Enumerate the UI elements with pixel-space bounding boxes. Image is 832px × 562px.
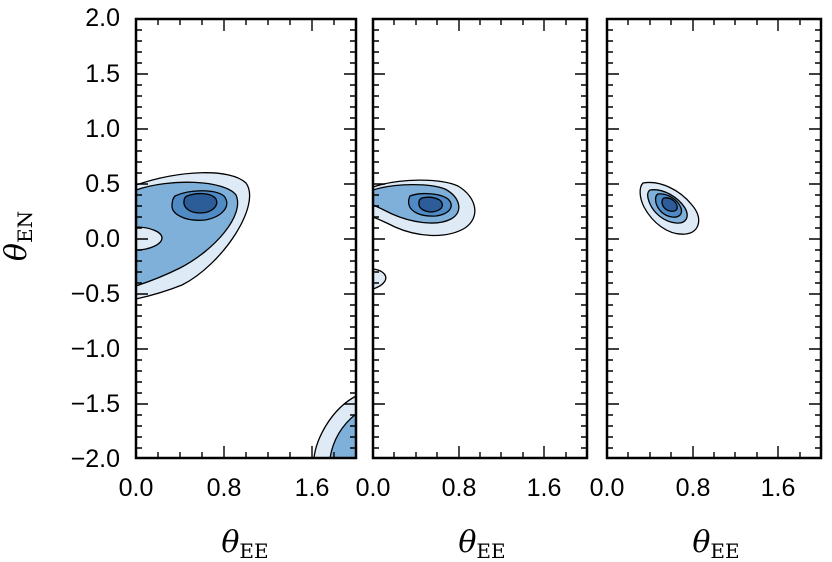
y-tick-label: 1.0 (85, 115, 120, 143)
y-axis-label-symbol: θ (0, 243, 34, 261)
x-tick-label: 0.8 (207, 474, 242, 502)
y-tick-label: −0.5 (71, 280, 120, 308)
y-axis-label-subscript: EN (13, 211, 37, 243)
y-tick-label: 0.5 (85, 170, 120, 198)
y-ticks-left (373, 18, 385, 449)
panel-2-contours (372, 179, 476, 290)
x-ticks-top (135, 19, 335, 31)
y-tick-label: 1.5 (85, 60, 120, 88)
x-tick-label: 1.6 (295, 474, 330, 502)
x-axis-label: θEE (221, 525, 268, 562)
x-ticks-bottom (135, 446, 335, 458)
panel-3-frame (605, 17, 823, 460)
panel-1-ticks (135, 18, 356, 458)
panel-2-ticks (372, 18, 587, 458)
panel-2: 0.0 0.8 1.6 θEE (356, 17, 589, 562)
x-tick-label: 0.0 (590, 474, 625, 502)
y-tick-label: 0.0 (85, 225, 120, 253)
contour-small-level-1 (372, 268, 387, 290)
x-ticks-bottom (372, 446, 567, 458)
panel-3: 0.0 0.8 1.6 θEE (590, 17, 823, 562)
panel-1-contours (135, 172, 357, 459)
contour-level-4 (418, 196, 444, 213)
x-tick-label: 0.0 (119, 474, 154, 502)
y-ticks-right (575, 18, 587, 449)
panel-3-contours (639, 181, 700, 235)
y-tick-label: −1.5 (71, 390, 120, 418)
x-axis-label: θEE (692, 525, 739, 562)
x-axis-label: θEE (458, 525, 505, 562)
x-ticks-top (372, 19, 567, 31)
y-axis-label: θEN (0, 211, 37, 261)
y-tick-label: 2.0 (85, 4, 120, 32)
panel-2-frame (371, 17, 589, 460)
panel-1-frame (134, 17, 358, 460)
x-ticks-top (606, 19, 801, 31)
y-ticks-right (809, 18, 821, 449)
x-tick-label: 0.8 (676, 474, 711, 502)
x-tick-label: 1.6 (527, 474, 562, 502)
contour-level-4 (183, 192, 218, 214)
x-tick-label: 1.6 (761, 474, 796, 502)
panel-1: 0.0 0.8 1.6 θEE (119, 17, 358, 562)
y-tick-label: −2.0 (71, 445, 120, 473)
svg-text:θEN: θEN (0, 211, 37, 261)
contour-level-4 (661, 197, 678, 212)
y-tick-label: −1.0 (71, 335, 120, 363)
y-ticks-left (607, 18, 619, 449)
x-tick-label: 0.8 (442, 474, 477, 502)
x-ticks-bottom (606, 446, 801, 458)
y-ticks-right (344, 18, 356, 449)
y-tick-labels: 2.0 1.5 1.0 0.5 0.0 −0.5 −1.0 −1.5 −2.0 (71, 4, 120, 473)
panel-3-ticks (606, 18, 821, 458)
x-tick-label: 0.0 (356, 474, 391, 502)
